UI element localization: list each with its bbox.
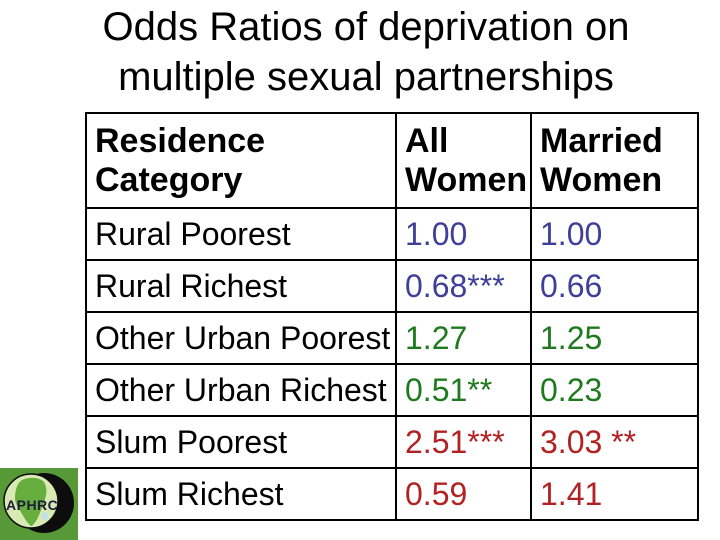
table-row: Other Urban Richest 0.51** 0.23 <box>85 363 699 417</box>
header-married-women: Married Women <box>530 112 699 209</box>
table-header-row: Residence Category All Women Married Wom… <box>85 112 699 209</box>
table-row: Rural Richest 0.68*** 0.66 <box>85 259 699 313</box>
odds-ratios-table: Residence Category All Women Married Wom… <box>85 112 699 521</box>
table-row: Slum Richest 0.59 1.41 <box>85 467 699 521</box>
slide-title-line2: multiple sexual partnerships <box>118 55 614 99</box>
row-category: Other Urban Poorest <box>85 311 397 365</box>
aphrc-logo-graphic: APHRC <box>0 468 78 540</box>
slide-title: Odds Ratios of deprivation on multiple s… <box>6 2 720 102</box>
row-category: Rural Richest <box>85 259 397 313</box>
row-category: Other Urban Richest <box>85 363 397 417</box>
row-all-women-value: 0.68*** <box>395 259 532 313</box>
row-married-women-value: 0.66 <box>530 259 699 313</box>
header-residence-category: Residence Category <box>85 112 397 209</box>
row-all-women-value: 2.51*** <box>395 415 532 469</box>
aphrc-logo: APHRC <box>0 468 78 540</box>
africa-continent-icon <box>15 477 47 526</box>
row-category: Rural Poorest <box>85 207 397 261</box>
slide-title-line1: Odds Ratios of deprivation on <box>102 5 630 49</box>
logo-wordmark: APHRC <box>6 497 58 513</box>
row-married-women-value: 1.00 <box>530 207 699 261</box>
row-all-women-value: 0.59 <box>395 467 532 521</box>
table-row: Other Urban Poorest 1.27 1.25 <box>85 311 699 365</box>
row-all-women-value: 0.51** <box>395 363 532 417</box>
row-married-women-value: 0.23 <box>530 363 699 417</box>
row-category: Slum Poorest <box>85 415 397 469</box>
row-married-women-value: 1.41 <box>530 467 699 521</box>
row-married-women-value: 3.03 ** <box>530 415 699 469</box>
row-married-women-value: 1.25 <box>530 311 699 365</box>
row-all-women-value: 1.00 <box>395 207 532 261</box>
row-category: Slum Richest <box>85 467 397 521</box>
header-all-women: All Women <box>395 112 532 209</box>
table-row: Slum Poorest 2.51*** 3.03 ** <box>85 415 699 469</box>
madagascar-icon <box>42 512 48 520</box>
row-all-women-value: 1.27 <box>395 311 532 365</box>
table-row: Rural Poorest 1.00 1.00 <box>85 207 699 261</box>
